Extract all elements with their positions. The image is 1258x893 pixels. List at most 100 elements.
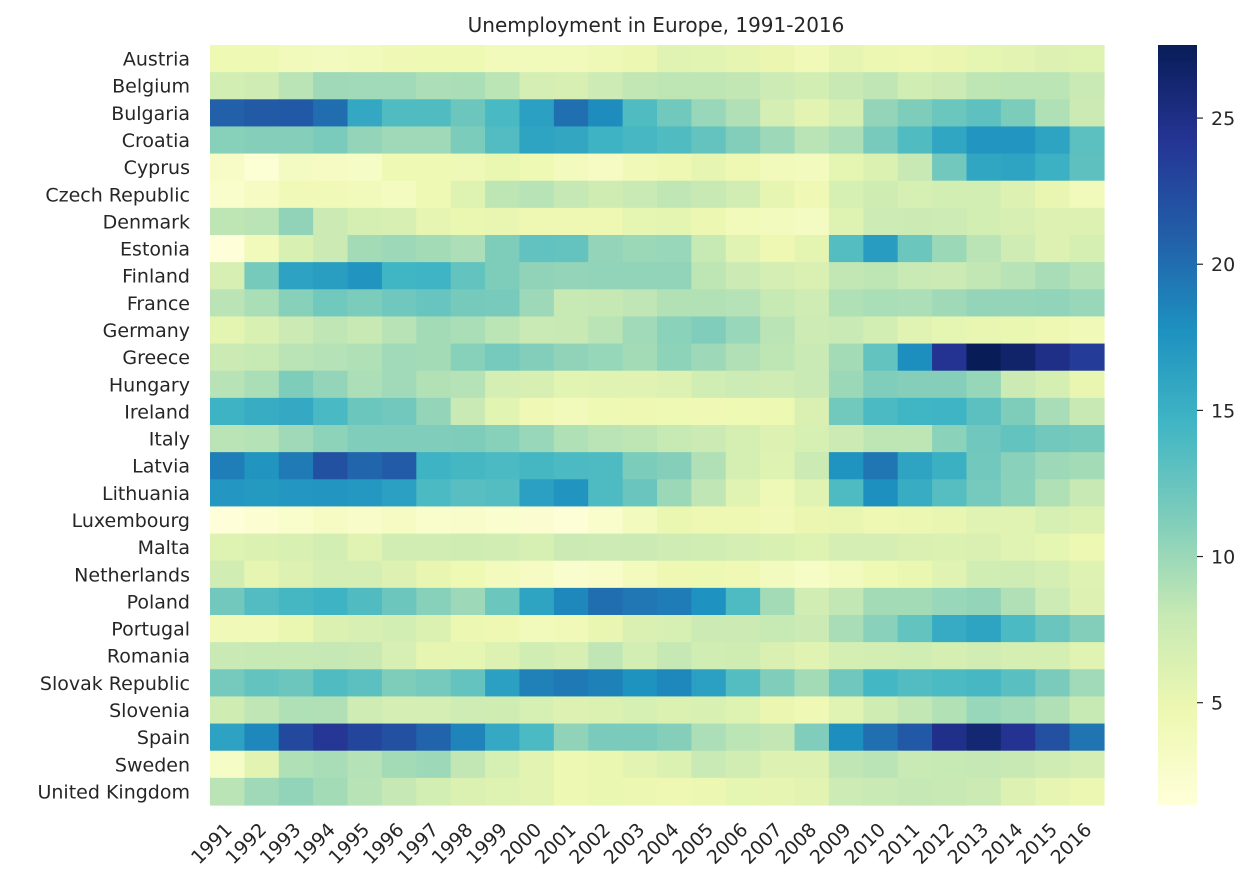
heatmap-cell — [622, 207, 658, 236]
heatmap-cell — [1069, 642, 1105, 670]
heatmap-cell — [966, 479, 1002, 508]
heatmap-cell — [519, 750, 555, 779]
heatmap-cell — [278, 235, 314, 263]
heatmap-cell — [553, 425, 589, 453]
heatmap-cell — [519, 533, 555, 562]
heatmap-cell — [519, 723, 555, 752]
heatmap-cell — [1035, 343, 1071, 372]
heatmap-cell — [553, 642, 589, 670]
heatmap-cell — [828, 696, 864, 725]
heatmap-cell — [897, 397, 933, 426]
heatmap-cell — [588, 533, 624, 562]
heatmap-cell — [313, 533, 349, 562]
heatmap-cell — [244, 696, 280, 725]
heatmap-cell — [588, 425, 624, 453]
heatmap-cell — [691, 153, 727, 182]
heatmap-cell — [828, 777, 864, 806]
heatmap-cell — [622, 72, 658, 100]
heatmap-cell — [725, 452, 761, 480]
heatmap-cell — [416, 533, 452, 562]
heatmap-cell — [657, 642, 692, 670]
heatmap-cell — [760, 696, 796, 725]
heatmap-cell — [381, 126, 417, 155]
heatmap-cell — [966, 180, 1002, 209]
heatmap-cell — [794, 207, 830, 236]
heatmap-cell — [210, 343, 245, 372]
heatmap-cell — [244, 343, 280, 372]
heatmap-cell — [278, 397, 314, 426]
heatmap-cell — [725, 696, 761, 725]
heatmap-cell — [278, 316, 314, 345]
heatmap-cell — [416, 126, 452, 155]
heatmap-cell — [657, 370, 692, 399]
heatmap-cell — [863, 235, 899, 263]
row-label: Malta — [138, 537, 190, 559]
heatmap-cell — [244, 587, 280, 616]
heatmap-cell — [760, 235, 796, 263]
heatmap-cell — [313, 723, 349, 752]
heatmap-cell — [657, 479, 692, 508]
heatmap-cell — [244, 452, 280, 480]
heatmap-cell — [1035, 316, 1071, 345]
heatmap-cell — [691, 235, 727, 263]
heatmap-cell — [553, 99, 589, 128]
heatmap-cell — [588, 343, 624, 372]
heatmap-cell — [725, 45, 761, 73]
heatmap-cell — [1035, 479, 1071, 508]
heatmap-cell — [553, 479, 589, 508]
heatmap-cell — [588, 180, 624, 209]
heatmap-cell — [966, 316, 1002, 345]
heatmap-cell — [278, 560, 314, 589]
heatmap-cell — [1069, 615, 1105, 643]
heatmap-cell — [1000, 397, 1036, 426]
heatmap-cell — [588, 750, 624, 779]
heatmap-cell — [381, 642, 417, 670]
heatmap-cell — [828, 316, 864, 345]
heatmap-cell — [1035, 180, 1071, 209]
heatmap-cell — [725, 262, 761, 290]
heatmap-cell — [1035, 370, 1071, 399]
heatmap-cell — [622, 642, 658, 670]
heatmap-cell — [485, 750, 521, 779]
heatmap-cell — [794, 126, 830, 155]
heatmap-cell — [588, 153, 624, 182]
heatmap-cell — [381, 316, 417, 345]
heatmap-cell — [828, 207, 864, 236]
heatmap-cell — [588, 587, 624, 616]
heatmap-cell — [622, 316, 658, 345]
heatmap-cell — [1000, 343, 1036, 372]
heatmap-cell — [863, 560, 899, 589]
heatmap-cell — [244, 126, 280, 155]
heatmap-cell — [519, 99, 555, 128]
heatmap-cell — [278, 180, 314, 209]
heatmap-cell — [519, 397, 555, 426]
row-label: Slovak Republic — [40, 673, 190, 695]
heatmap-cell — [244, 235, 280, 263]
heatmap-cell — [657, 126, 692, 155]
heatmap-cell — [863, 425, 899, 453]
heatmap-cell — [622, 506, 658, 535]
heatmap-cell — [794, 180, 830, 209]
heatmap-cell — [278, 72, 314, 100]
heatmap-cell — [1035, 750, 1071, 779]
heatmap-cell — [760, 777, 796, 806]
heatmap-cell — [244, 533, 280, 562]
heatmap-cell — [966, 72, 1002, 100]
heatmap-cell — [381, 587, 417, 616]
heatmap-cell — [244, 153, 280, 182]
heatmap-cell — [691, 452, 727, 480]
heatmap-cell — [794, 615, 830, 643]
heatmap-cell — [519, 207, 555, 236]
heatmap-cell — [450, 207, 486, 236]
heatmap-cell — [347, 235, 383, 263]
heatmap-cell — [760, 289, 796, 318]
heatmap-cell — [725, 72, 761, 100]
heatmap-cell — [381, 452, 417, 480]
heatmap-cell — [278, 452, 314, 480]
heatmap-cell — [828, 587, 864, 616]
heatmap-cell — [416, 397, 452, 426]
heatmap-cell — [794, 723, 830, 752]
heatmap-cell — [485, 316, 521, 345]
heatmap-cell — [1069, 696, 1105, 725]
row-label: Lithuania — [102, 483, 190, 505]
